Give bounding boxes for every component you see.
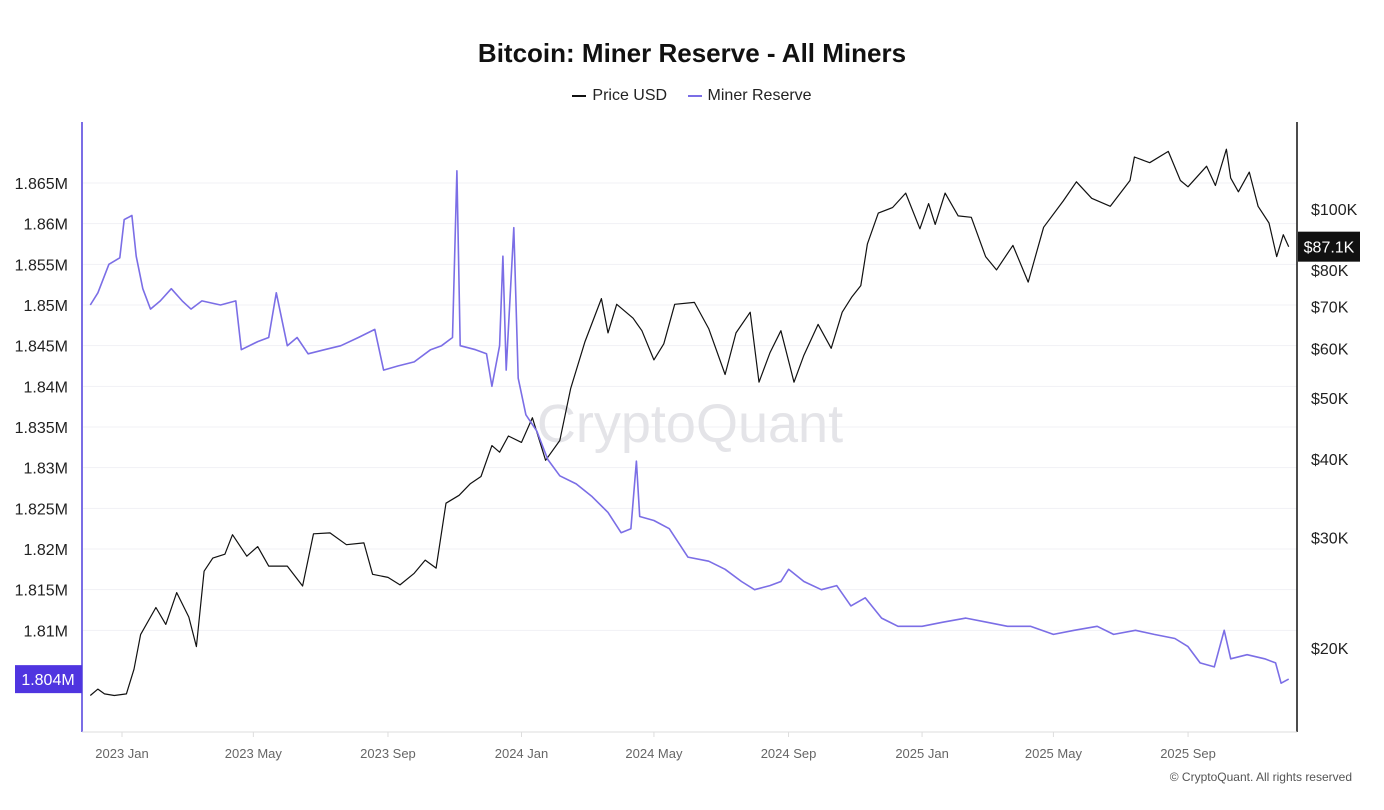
right-tick-label: $30K (1311, 530, 1349, 547)
x-tick-label: 2024 Sep (761, 746, 817, 761)
left-tick-label: 1.865M (15, 176, 68, 193)
legend-swatch-reserve (687, 95, 702, 97)
current-reserve-label: 1.804M (21, 672, 74, 689)
watermark: CryptoQuant (537, 394, 843, 454)
legend-item-price[interactable]: Price USD (572, 87, 667, 105)
right-tick-label: $80K (1311, 263, 1349, 280)
x-tick-label: 2023 Jan (95, 746, 149, 761)
left-tick-label: 1.83M (24, 461, 68, 478)
price-usd-line (89, 148, 1290, 697)
copyright-text: © CryptoQuant. All rights reserved (1169, 770, 1352, 784)
current-reserve-badge (15, 665, 82, 694)
left-tick-label: 1.845M (15, 339, 68, 356)
chart-title: Bitcoin: Miner Reserve - All Miners (477, 38, 907, 68)
left-tick-label: 1.81M (24, 623, 68, 640)
left-tick-label: 1.825M (15, 501, 68, 518)
right-tick-label: $70K (1311, 299, 1349, 316)
current-price-badge (1298, 231, 1360, 262)
legend-label: Miner Reserve (707, 87, 812, 104)
legend: Price USD Miner Reserve (0, 84, 1384, 105)
legend-label: Price USD (592, 87, 668, 104)
right-tick-label: $20K (1311, 641, 1349, 658)
x-tick-label: 2023 Sep (360, 746, 416, 761)
left-tick-label: 1.855M (15, 257, 68, 274)
left-tick-label: 1.835M (15, 420, 68, 437)
left-tick-label: 1.815M (15, 583, 68, 600)
x-tick-label: 2024 May (625, 746, 683, 761)
right-tick-label: $60K (1311, 341, 1349, 358)
right-tick-label: $100K (1311, 202, 1358, 219)
current-price-label: $87.1K (1304, 240, 1355, 257)
right-tick-label: $50K (1311, 391, 1349, 408)
legend-item-reserve[interactable]: Miner Reserve (687, 87, 812, 105)
miner-reserve-line (89, 170, 1290, 685)
left-tick-label: 1.86M (24, 217, 68, 234)
x-tick-label: 2025 Jan (895, 746, 949, 761)
x-tick-label: 2023 May (225, 746, 283, 761)
x-tick-label: 2025 Sep (1160, 746, 1216, 761)
left-tick-label: 1.85M (24, 298, 68, 315)
x-tick-label: 2025 May (1025, 746, 1083, 761)
right-tick-label: $40K (1311, 452, 1349, 469)
legend-swatch-price (572, 95, 587, 97)
left-tick-label: 1.84M (24, 379, 68, 396)
left-tick-label: 1.82M (24, 542, 68, 559)
x-tick-label: 2024 Jan (495, 746, 549, 761)
